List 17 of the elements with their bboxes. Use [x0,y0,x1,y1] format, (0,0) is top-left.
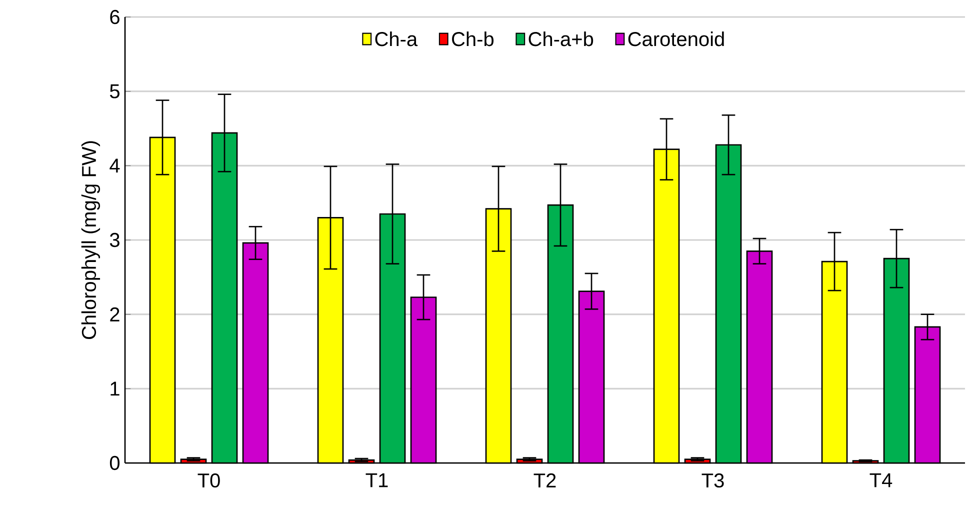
legend-label: Ch-a+b [528,32,594,46]
y-tick-label: 6 [110,10,120,24]
legend-label: Ch-b [452,32,494,46]
x-tick-label: T3 [702,473,724,488]
legend-label: Ch-a [375,32,418,46]
x-tick-label: T4 [870,473,892,488]
x-tick-label: T2 [534,473,556,488]
x-tick-label: T1 [366,473,388,488]
y-tick-label: 2 [110,307,120,322]
y-tick-label: 3 [110,232,120,248]
x-tick-label: T0 [198,473,220,488]
y-tick-label: 0 [110,456,120,470]
y-tick-label: 1 [110,382,120,396]
y-tick-label: 5 [110,84,120,98]
legend-label: Carotenoid [628,32,724,46]
y-tick-label: 4 [110,158,120,173]
y-axis-title: Chlorophyll (mg/g FW) [81,141,100,339]
